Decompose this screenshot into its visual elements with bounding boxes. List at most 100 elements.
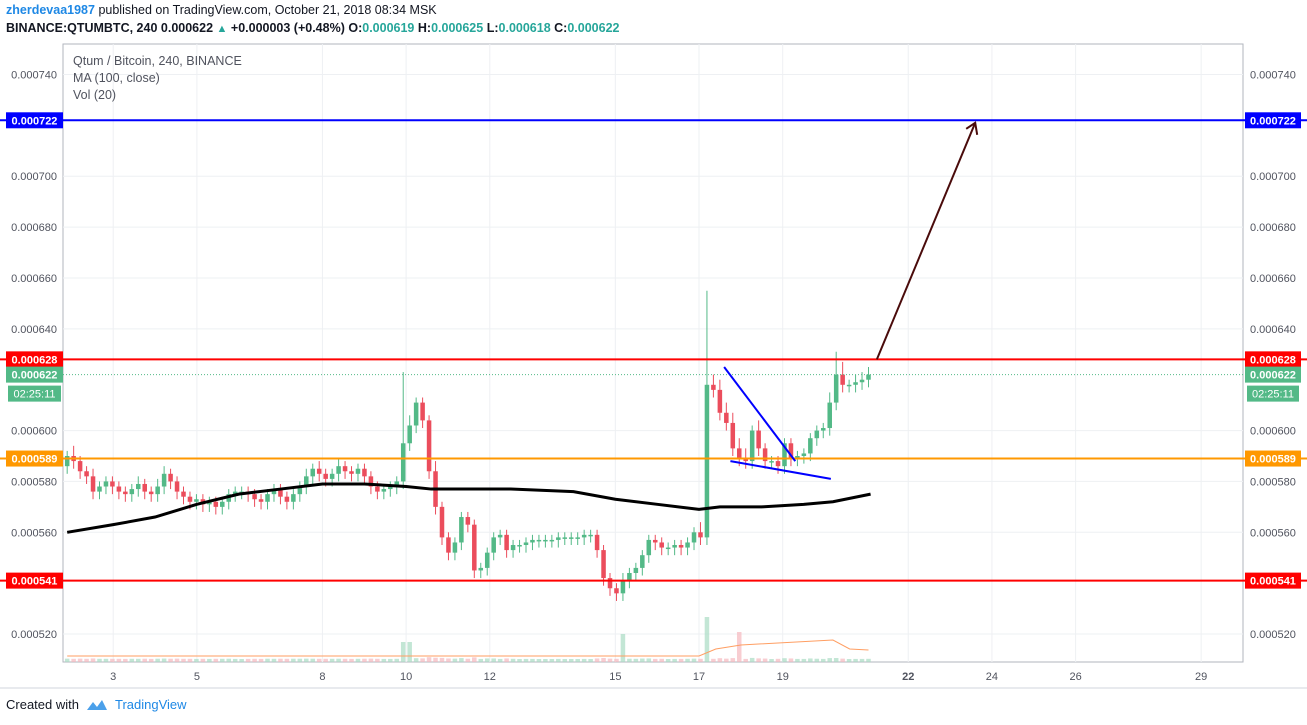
candle-body	[381, 489, 387, 492]
candle-body	[866, 374, 871, 380]
y-tick-left: 0.000660	[11, 273, 57, 285]
y-tick-left: 0.000640	[11, 324, 57, 336]
volume-bar	[743, 658, 748, 662]
created-with-label: Created with	[6, 697, 79, 712]
level-label-left: 0.000722	[12, 115, 58, 127]
symbol-label: BINANCE:QTUMBTC, 240	[6, 21, 158, 35]
candle-body	[698, 532, 703, 538]
publisher-name[interactable]: zherdevaa1987	[6, 3, 95, 17]
candle-body	[782, 443, 787, 467]
candle-body	[446, 537, 451, 553]
candle-body	[820, 428, 826, 431]
candle-body	[452, 542, 458, 553]
countdown-tag	[8, 385, 61, 402]
candle-body	[484, 552, 490, 568]
level-label-right: 0.000628	[1250, 354, 1296, 366]
candle-body	[840, 374, 845, 385]
y-tick-right: 0.000520	[1250, 629, 1296, 641]
open-label: O:	[348, 21, 363, 35]
candle-body	[833, 374, 839, 403]
y-tick-right: 0.000600	[1250, 426, 1296, 438]
volume-bar	[730, 658, 736, 662]
volume-bar	[711, 658, 716, 662]
volume-bar	[174, 658, 180, 662]
candle-body	[110, 481, 115, 487]
plot-frame	[62, 43, 1244, 663]
target-arrow-line	[875, 122, 977, 360]
x-tick-label: 19	[777, 671, 789, 683]
volume-bar	[543, 659, 548, 662]
candle-body	[103, 481, 109, 487]
legend-vol: Vol (20)	[73, 88, 116, 102]
volume-bar	[142, 658, 147, 662]
volume-bar	[368, 658, 374, 662]
volume-bar	[627, 658, 632, 662]
candle-body	[711, 384, 716, 390]
volume-bar	[782, 658, 787, 662]
candle-body	[116, 486, 122, 492]
countdown-label: 02:25:11	[13, 389, 55, 401]
volume-bar	[762, 658, 768, 662]
volume-bar	[859, 658, 865, 662]
volume-bar	[484, 658, 490, 662]
candle-body	[724, 412, 729, 423]
candle-body	[181, 491, 186, 497]
candle-body	[388, 486, 393, 490]
volume-bar	[452, 658, 458, 662]
candle-body	[252, 494, 257, 500]
volume-bar	[394, 658, 400, 662]
volume-bar	[808, 658, 813, 662]
countdown-tag	[1247, 385, 1299, 402]
volume-bar	[388, 658, 393, 662]
candle-body	[769, 461, 774, 463]
volume-bar	[413, 658, 419, 662]
candle-body	[762, 448, 768, 462]
high-label: H:	[417, 21, 432, 35]
volume-bar	[698, 658, 703, 662]
volume-bar	[594, 658, 600, 662]
candle-body	[497, 534, 503, 538]
volume-bar	[148, 658, 154, 662]
candle-body	[213, 501, 219, 507]
volume-bar	[620, 634, 626, 662]
y-tick-right: 0.000560	[1250, 527, 1296, 539]
volume-bar	[426, 657, 432, 662]
volume-bar	[672, 658, 677, 662]
y-tick-right: 0.000580	[1250, 476, 1296, 488]
change-value: +0.000003 (+0.48%)	[230, 21, 345, 35]
level-tag-left	[6, 112, 63, 129]
candle-body	[472, 524, 477, 571]
candle-body	[491, 537, 496, 553]
level-tag-right	[1245, 572, 1301, 589]
candle-body	[316, 468, 322, 474]
level-label-left: 0.000589	[12, 454, 58, 466]
volume-bar	[646, 658, 652, 662]
volume-bar	[129, 658, 135, 662]
tradingview-brand[interactable]: TradingView	[114, 697, 187, 712]
y-tick-right: 0.000700	[1250, 171, 1296, 183]
ohlc-line: BINANCE:QTUMBTC, 240 0.000622 ▲ +0.00000…	[6, 21, 619, 35]
close-value: 0.000622	[567, 21, 620, 35]
ma100-line	[66, 482, 871, 534]
candle-body	[329, 473, 335, 479]
axes: 0.000740 0.000740 0.000700 0.000700 0.000680…	[11, 70, 1296, 683]
candle-body	[77, 461, 83, 472]
volume-bar	[562, 659, 568, 662]
level-tag-left	[6, 450, 63, 467]
volume-bar	[788, 658, 794, 662]
volume-bar	[775, 658, 781, 662]
candle-body	[465, 517, 471, 525]
y-tick-left: 0.000600	[11, 426, 57, 438]
volume-bar	[349, 658, 354, 662]
candle-body	[258, 499, 264, 502]
candle-body	[575, 537, 580, 539]
volume-bar	[459, 658, 464, 662]
candle-body	[400, 443, 406, 482]
candle-body	[323, 473, 328, 479]
last-price-label: 0.000622	[12, 370, 58, 382]
x-tick-label: 29	[1195, 671, 1207, 683]
y-tick-left: 0.000520	[11, 629, 57, 641]
drawings	[723, 121, 979, 480]
volume-bar	[342, 658, 348, 662]
